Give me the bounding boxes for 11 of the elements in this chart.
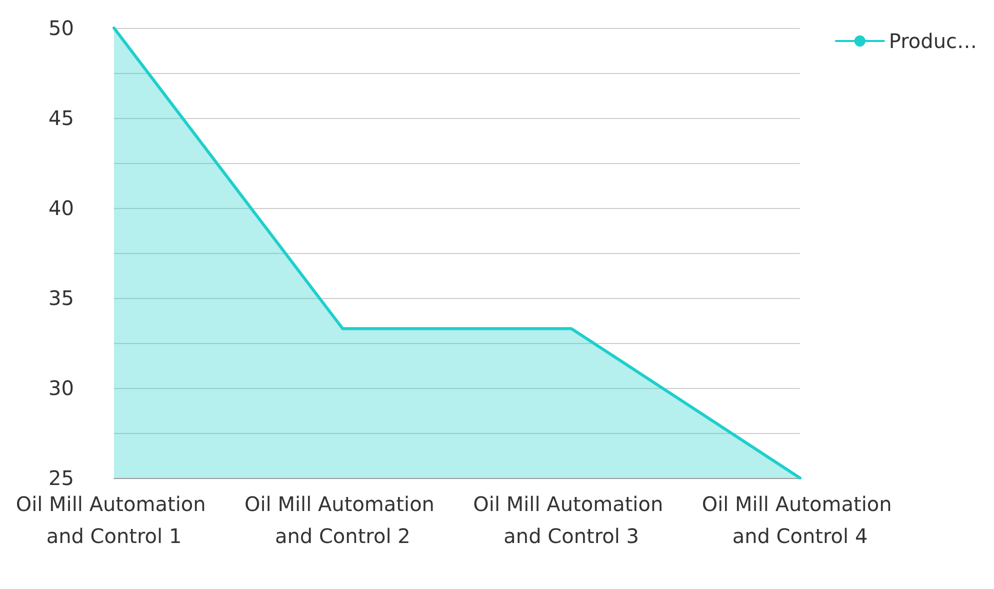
y-tick-label: 40 [48,196,74,220]
y-tick-label: 50 [48,16,74,40]
x-tick-label: Oil Mill Automation and Control 2 [244,492,441,548]
y-tick-label: 25 [48,466,74,490]
x-tick-label: Oil Mill Automation and Control 3 [473,492,670,548]
y-tick-label: 30 [48,376,74,400]
x-tick-label: Oil Mill Automation and Control 4 [702,492,898,548]
y-tick-label: 35 [48,286,74,310]
legend-label: Produc… [888,29,978,53]
y-tick-label: 45 [48,106,74,130]
x-tick-label: Oil Mill Automation and Control 1 [16,492,212,548]
